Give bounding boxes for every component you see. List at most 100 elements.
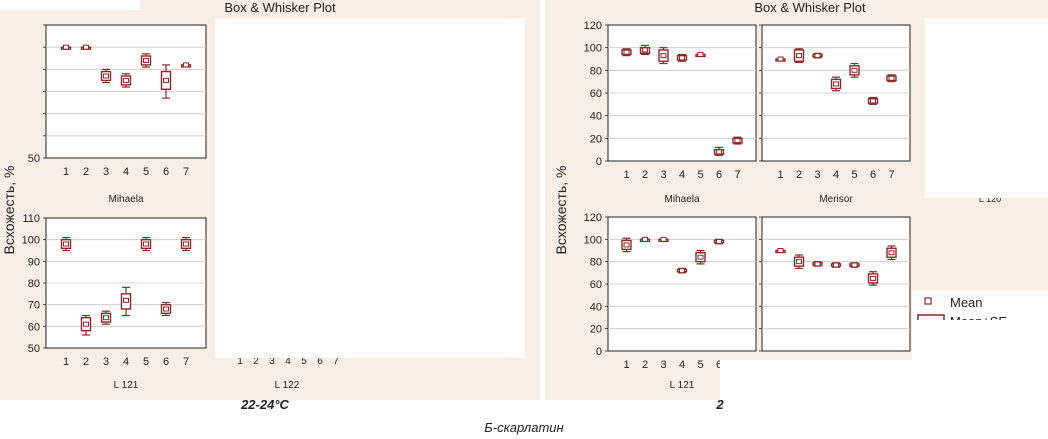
panel-label: L 121 — [670, 380, 695, 391]
mean-point — [716, 149, 722, 155]
y-tick-label: 100 — [584, 43, 602, 55]
partial-tick-label: 4 — [285, 356, 291, 367]
partial-tick-label: 7 — [333, 356, 339, 367]
y-tick-label: 100 — [584, 234, 602, 246]
y-tick-label: 70 — [28, 300, 40, 312]
mean-point — [143, 241, 149, 247]
right-y-axis-label: Всхожесть, % — [553, 166, 569, 255]
right-figure-title: Box & Whisker Plot — [754, 0, 866, 15]
mean-point — [814, 261, 821, 267]
mean-point — [660, 53, 667, 59]
mean-point — [734, 138, 741, 144]
x-tick-label: 7 — [734, 169, 740, 181]
mean-point — [123, 297, 129, 303]
x-tick-label: 5 — [697, 359, 703, 371]
mean-point — [83, 321, 89, 327]
x-tick-label: 2 — [796, 169, 802, 181]
panel-label: Mihaela — [664, 194, 699, 205]
x-tick-label: 6 — [163, 166, 169, 178]
mean-point — [796, 259, 802, 265]
mean-point — [697, 51, 704, 57]
legend: Mean Mean±SE — [912, 290, 1048, 360]
mean-point — [163, 77, 169, 83]
mean-point — [679, 268, 685, 274]
mean-point — [833, 262, 839, 268]
mean-point — [83, 44, 89, 50]
y-tick-label: 50 — [28, 343, 40, 355]
x-tick-label: 4 — [679, 359, 685, 371]
x-tick-label: 1 — [777, 169, 783, 181]
panel-label: L 121 — [114, 380, 139, 391]
partial-tick-label: 3 — [269, 356, 275, 367]
y-tick-label: 60 — [590, 279, 602, 291]
x-tick-label: 4 — [679, 169, 685, 181]
y-tick-label: 110 — [22, 213, 40, 225]
panel-label: Mihaela — [108, 194, 143, 205]
mean-point — [888, 250, 895, 256]
x-tick-label: 7 — [888, 169, 894, 181]
x-tick-label: 6 — [716, 169, 722, 181]
mean-point — [623, 49, 630, 55]
left-figure-title: Box & Whisker Plot — [224, 0, 336, 15]
left-caption-temperature: 22-24°C — [240, 397, 289, 412]
bottom-caption: Б-скарлатин — [484, 420, 563, 435]
mean-point — [183, 241, 189, 247]
y-tick-label: 60 — [28, 321, 40, 333]
mean-point — [833, 81, 839, 87]
partial-panel-label-l122: L 122 — [275, 380, 300, 391]
mean-point — [851, 67, 858, 73]
mean-point — [777, 56, 784, 62]
mean-point — [870, 98, 876, 104]
panel-l-121-1: 50 60 70 80 90 100 110 1 2 3 4 5 6 7 L 121 — [22, 213, 207, 391]
occluder-left — [215, 18, 525, 358]
mean-point — [796, 53, 802, 59]
mean-point — [143, 57, 149, 63]
panel-mihaela-0: 50 1 2 3 4 5 6 7 Mihaela — [28, 24, 207, 205]
mean-point — [63, 44, 69, 50]
x-tick-label: 3 — [103, 166, 109, 178]
y-tick-label: 60 — [590, 88, 602, 100]
x-tick-label: 5 — [143, 166, 149, 178]
x-tick-label: 2 — [83, 356, 89, 368]
x-tick-label: 6 — [163, 356, 169, 368]
y-tick-label: 100 — [22, 235, 40, 247]
legend-mean-marker — [924, 297, 932, 305]
mean-point — [777, 248, 784, 253]
x-tick-label: 1 — [63, 166, 69, 178]
mean-point — [697, 254, 704, 260]
y-tick-label: 20 — [590, 324, 602, 336]
mean-point — [642, 47, 648, 53]
x-tick-label: 2 — [642, 359, 648, 371]
left-strip — [0, 0, 140, 10]
mean-point — [814, 53, 821, 59]
x-tick-label: 3 — [660, 359, 666, 371]
panel-merisor-3: 1 2 3 4 5 6 7 Merisor — [759, 24, 911, 205]
y-tick-label: 120 — [584, 20, 602, 32]
partial-tick-label: 2 — [253, 356, 259, 367]
x-tick-label: 3 — [660, 169, 666, 181]
mean-point — [63, 241, 69, 247]
mean-point — [123, 77, 129, 83]
partial-tick-label: 6 — [317, 356, 323, 367]
y-tick-label: 40 — [590, 301, 602, 313]
mean-point — [660, 236, 667, 242]
mean-point — [642, 236, 648, 242]
legend-occluder — [912, 320, 1048, 360]
x-tick-label: 7 — [183, 166, 189, 178]
legend-mean-label: Mean — [950, 295, 983, 310]
x-tick-label: 5 — [851, 169, 857, 181]
x-tick-label: 6 — [716, 359, 722, 371]
x-tick-label: 7 — [183, 356, 189, 368]
x-tick-label: 1 — [63, 356, 69, 368]
panel-mihaela-2: 0 20 40 60 80 100 120 1 2 3 4 5 6 7 Mihaela — [584, 20, 757, 205]
mean-point — [183, 62, 189, 68]
x-tick-label: 2 — [642, 169, 648, 181]
right-caption-partial: 2 — [715, 397, 724, 412]
mean-point — [888, 75, 895, 81]
mean-point — [103, 73, 109, 79]
left-y-axis-label: Всхожесть, % — [1, 166, 17, 255]
